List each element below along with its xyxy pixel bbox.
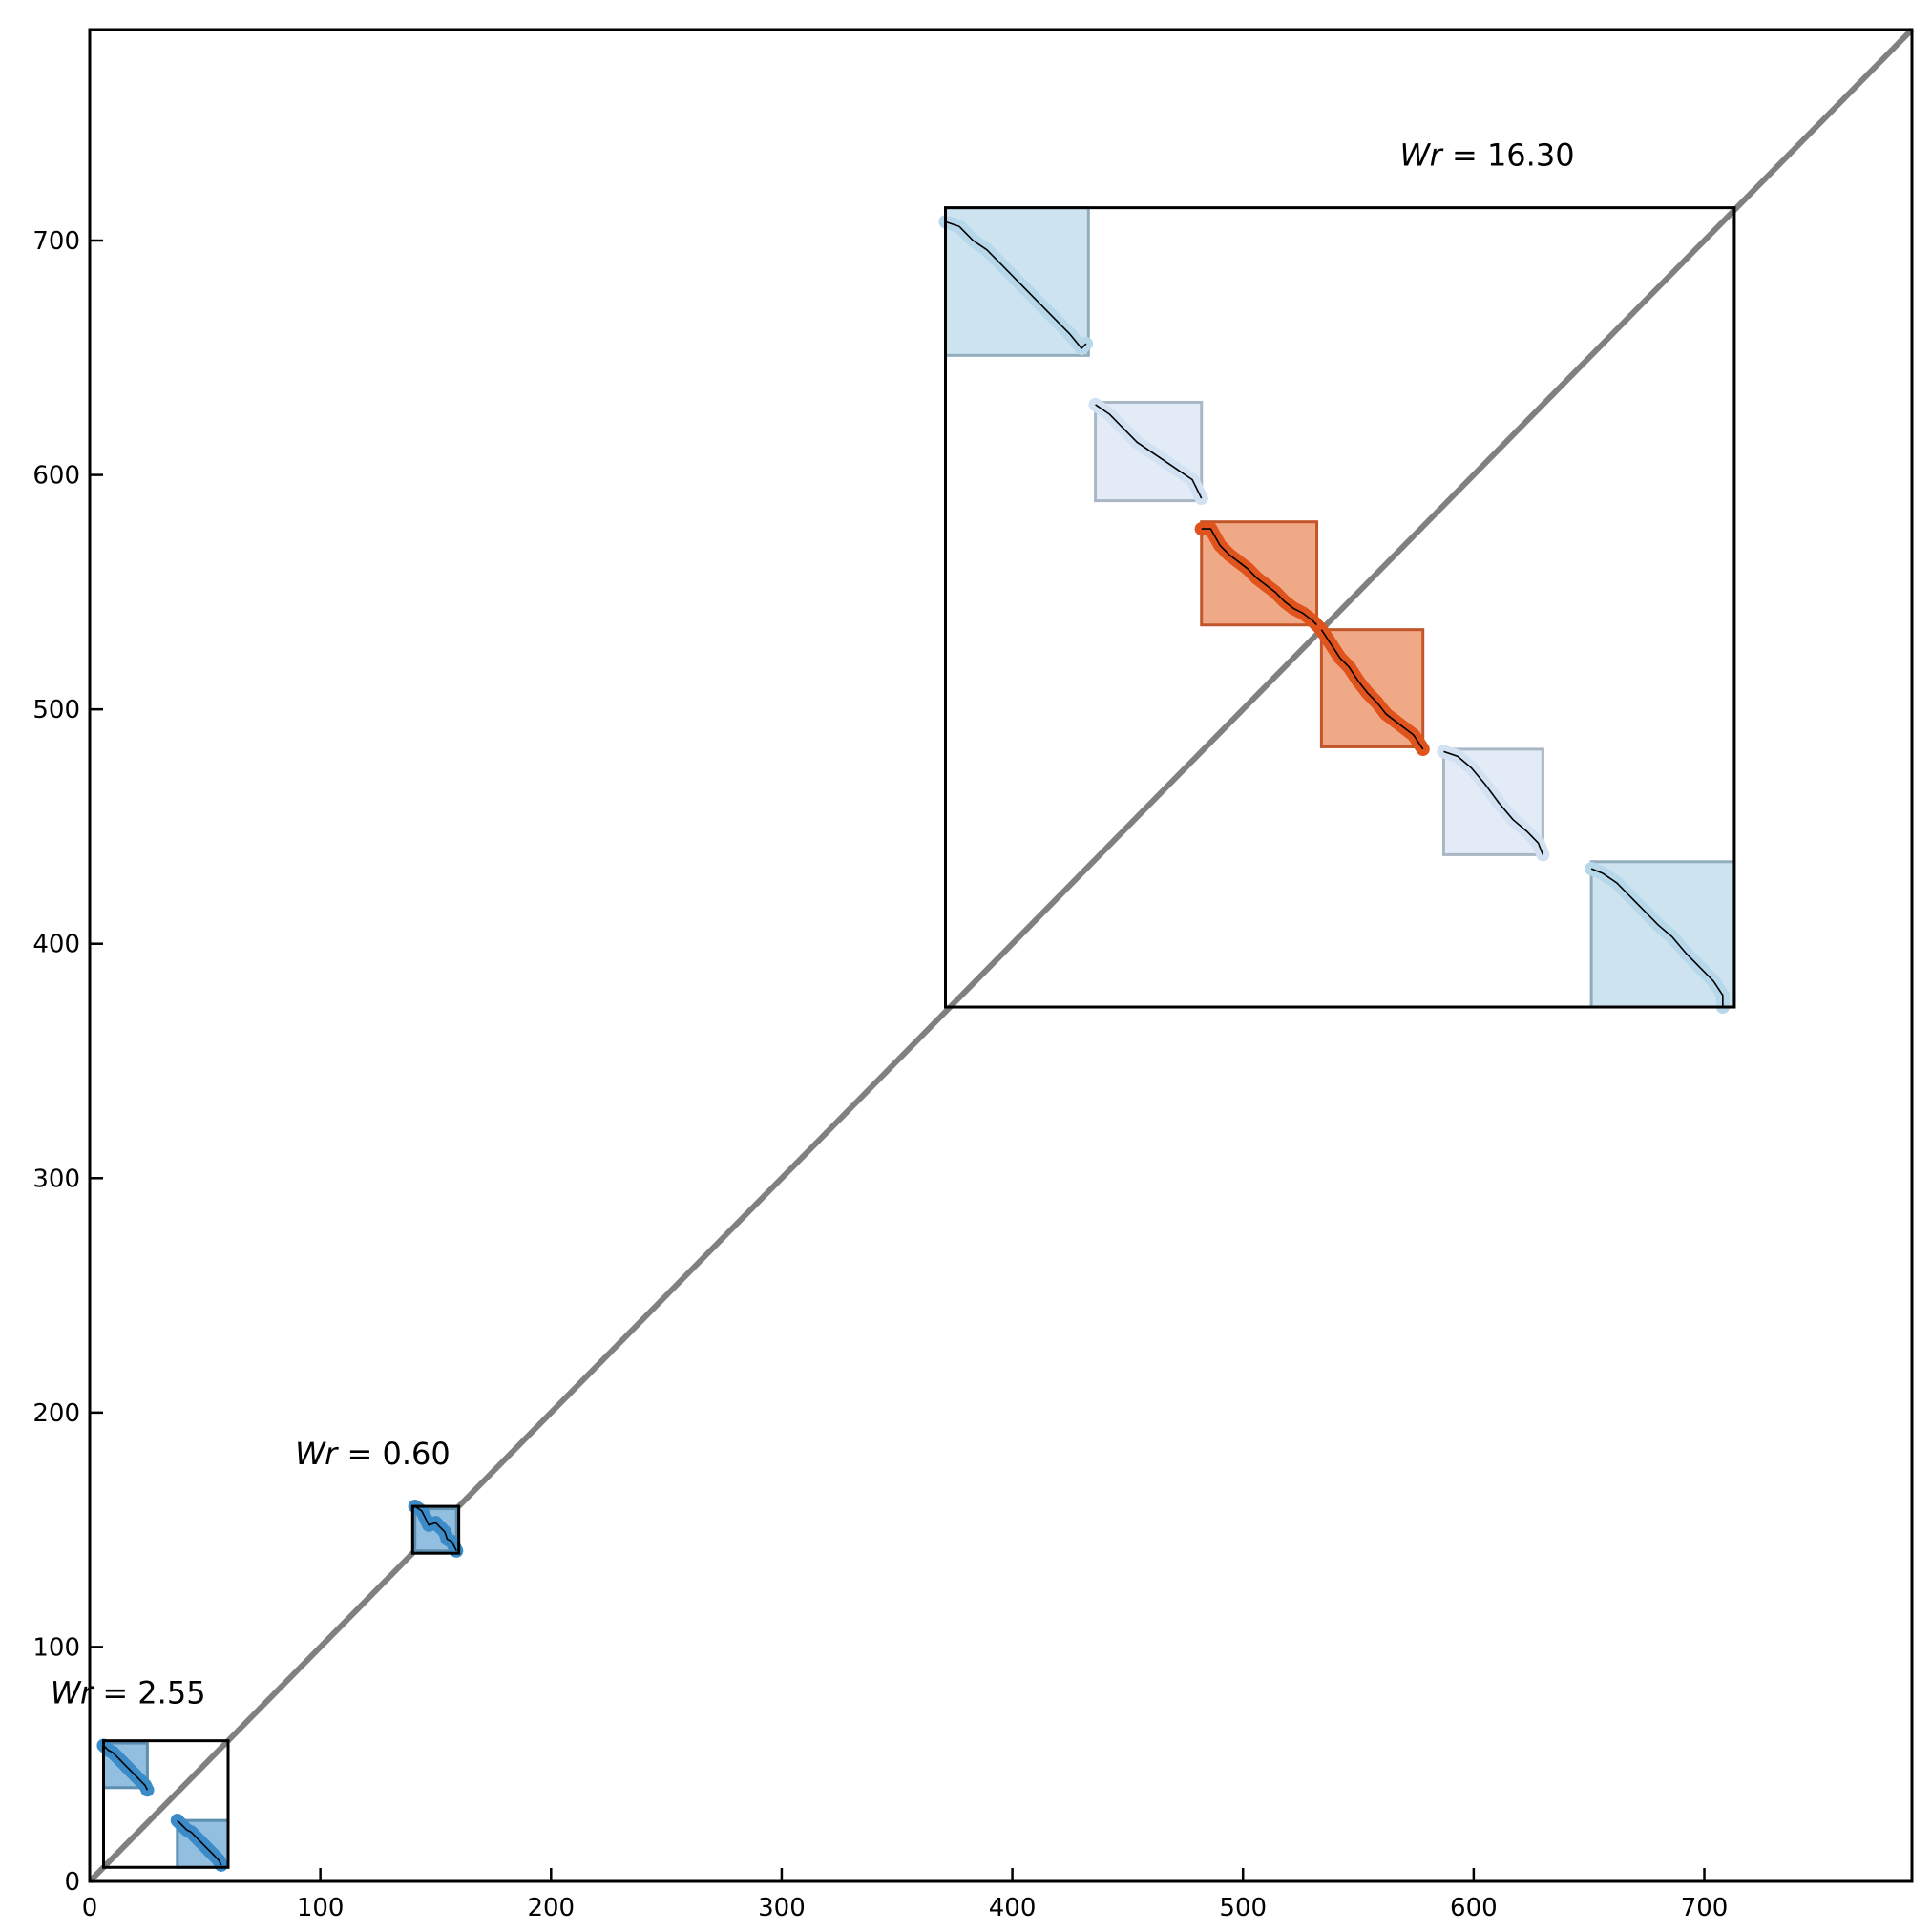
x-tick-label: 0 <box>82 1894 98 1922</box>
y-tick-label: 300 <box>32 1165 80 1193</box>
annotation-var-1: Wr <box>51 1674 94 1711</box>
series-line-3-4 <box>1320 629 1424 750</box>
x-tick-label: 100 <box>297 1894 345 1922</box>
y-tick-label: 500 <box>32 696 80 724</box>
annotation-label-2: Wr = 0.60 <box>295 1436 451 1472</box>
axes-frame <box>88 28 1914 1883</box>
series-line-3-6 <box>1590 868 1724 1008</box>
series-line-2-1 <box>414 1505 457 1552</box>
y-tick-label: 700 <box>32 227 80 256</box>
group-3 <box>938 206 1736 1015</box>
series-line-3-2 <box>1095 404 1203 499</box>
group-2 <box>408 1500 464 1558</box>
annotation-label-1: Wr = 2.55 <box>51 1674 206 1711</box>
series-line-1-2 <box>177 1819 222 1866</box>
x-tick-label: 200 <box>527 1894 575 1922</box>
annotation-var-2: Wr <box>295 1436 339 1472</box>
series-line-1-1 <box>102 1745 149 1791</box>
x-tick-label: 700 <box>1681 1894 1729 1922</box>
series-line-3-1 <box>945 220 1087 349</box>
x-tick-label: 500 <box>1219 1894 1267 1922</box>
plot-area <box>87 27 1915 1884</box>
annotation-label-3: Wr = 16.30 <box>1400 136 1575 173</box>
y-tick-label: 400 <box>32 931 80 959</box>
y-tick-label: 100 <box>32 1633 80 1662</box>
group-1 <box>96 1738 230 1872</box>
diagonal-line <box>87 27 1915 1884</box>
group-frame-2 <box>410 1504 461 1555</box>
x-tick-label: 600 <box>1450 1894 1498 1922</box>
y-tick-label: 200 <box>32 1399 80 1428</box>
series-line-3-5 <box>1443 750 1544 855</box>
axes: 0 100 200 300 400 500 600 700 0 100 200 300 400 500 60… <box>32 28 1914 1922</box>
group-frame-1 <box>101 1739 230 1869</box>
x-tick-label: 400 <box>989 1894 1037 1922</box>
annotation-value-1: = 2.55 <box>93 1674 205 1711</box>
annotation-value-2: = 0.60 <box>337 1436 450 1472</box>
annotation-var-3: Wr <box>1400 136 1444 173</box>
group-frame-3 <box>944 206 1736 1009</box>
x-tick-label: 300 <box>758 1894 806 1922</box>
y-tick-label: 0 <box>64 1868 80 1897</box>
annotation-value-3: = 16.30 <box>1442 136 1575 173</box>
y-tick-label: 600 <box>32 462 80 491</box>
series-line-3-3 <box>1201 528 1322 631</box>
